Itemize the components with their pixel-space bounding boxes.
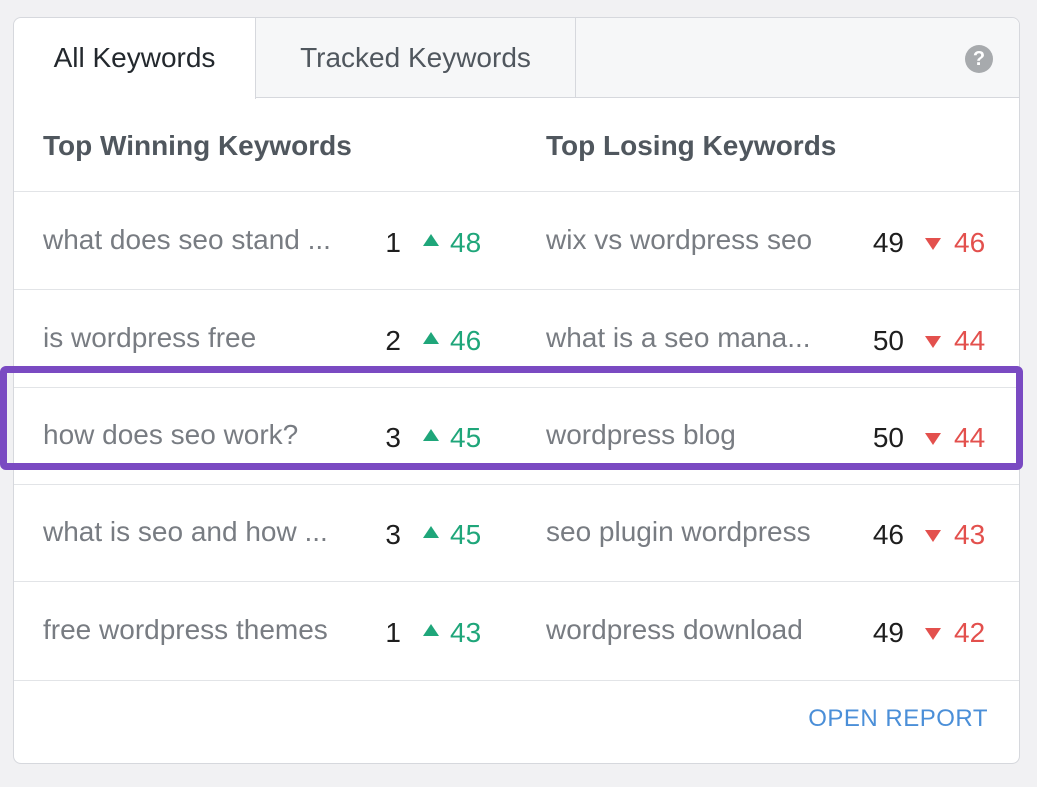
table-row: is wordpress free 2 46 what is a seo mana..… — [14, 290, 1019, 387]
winning-keyword[interactable]: how does seo work? — [43, 419, 299, 450]
tab-all-keywords[interactable]: All Keywords — [14, 18, 256, 99]
arrow-down-icon — [925, 238, 941, 250]
tab-tracked-keywords[interactable]: Tracked Keywords — [256, 18, 576, 98]
losing-keyword[interactable]: seo plugin wordpress — [546, 516, 811, 547]
table-row: what does seo stand ... 1 48 wix vs wordpre… — [14, 192, 1019, 289]
winning-change: 45 — [450, 422, 482, 453]
divider — [14, 680, 1019, 681]
winning-keyword[interactable]: free wordpress themes — [43, 614, 328, 645]
winning-change: 43 — [450, 617, 482, 648]
losing-change: 46 — [954, 227, 986, 258]
arrow-down-icon — [925, 336, 941, 348]
losing-change: 44 — [954, 422, 986, 453]
losing-position: 50 — [872, 422, 904, 453]
arrow-up-icon — [423, 234, 439, 246]
row-divider — [14, 581, 1019, 582]
row-divider — [14, 484, 1019, 485]
arrow-down-icon — [925, 628, 941, 640]
losing-keyword[interactable]: what is a seo mana... — [546, 322, 811, 353]
losing-change: 42 — [954, 617, 986, 648]
winning-keywords-title: Top Winning Keywords — [43, 130, 352, 161]
losing-position: 50 — [872, 325, 904, 356]
winning-position: 3 — [385, 422, 401, 453]
winning-position: 1 — [385, 227, 401, 258]
losing-position: 46 — [872, 519, 904, 550]
table-row: how does seo work? 3 45 wordpress blog 50 44 — [14, 387, 1019, 484]
winning-change: 45 — [450, 519, 482, 550]
table-row: free wordpress themes 1 43 wordpress downlo… — [14, 582, 1019, 679]
arrow-up-icon — [423, 526, 439, 538]
losing-change: 44 — [954, 325, 986, 356]
open-report-link[interactable]: OPEN REPORT — [808, 705, 988, 732]
keywords-card: All Keywords Tracked Keywords ? Top Winn… — [13, 17, 1020, 764]
winning-position: 3 — [385, 519, 401, 550]
losing-keyword[interactable]: wix vs wordpress seo — [546, 224, 813, 255]
table-row: what is seo and how ... 3 45 seo plugin wor… — [14, 484, 1019, 581]
losing-keyword[interactable]: wordpress download — [546, 614, 803, 645]
winning-keyword[interactable]: is wordpress free — [43, 322, 257, 353]
arrow-down-icon — [925, 530, 941, 542]
arrow-up-icon — [423, 332, 439, 344]
winning-keyword[interactable]: what is seo and how ... — [43, 516, 328, 547]
winning-position: 1 — [385, 617, 401, 648]
arrow-up-icon — [423, 624, 439, 636]
losing-position: 49 — [872, 227, 904, 258]
help-icon[interactable]: ? — [965, 45, 993, 73]
losing-position: 49 — [872, 617, 904, 648]
arrow-down-icon — [925, 433, 941, 445]
winning-keyword[interactable]: what does seo stand ... — [43, 224, 331, 255]
losing-keywords-title: Top Losing Keywords — [546, 130, 837, 161]
winning-change: 46 — [450, 325, 482, 356]
winning-change: 48 — [450, 227, 482, 258]
divider — [14, 191, 1019, 192]
row-divider — [14, 289, 1019, 290]
row-divider — [14, 387, 1019, 388]
losing-change: 43 — [954, 519, 986, 550]
arrow-up-icon — [423, 429, 439, 441]
winning-position: 2 — [385, 325, 401, 356]
losing-keyword[interactable]: wordpress blog — [546, 419, 736, 450]
